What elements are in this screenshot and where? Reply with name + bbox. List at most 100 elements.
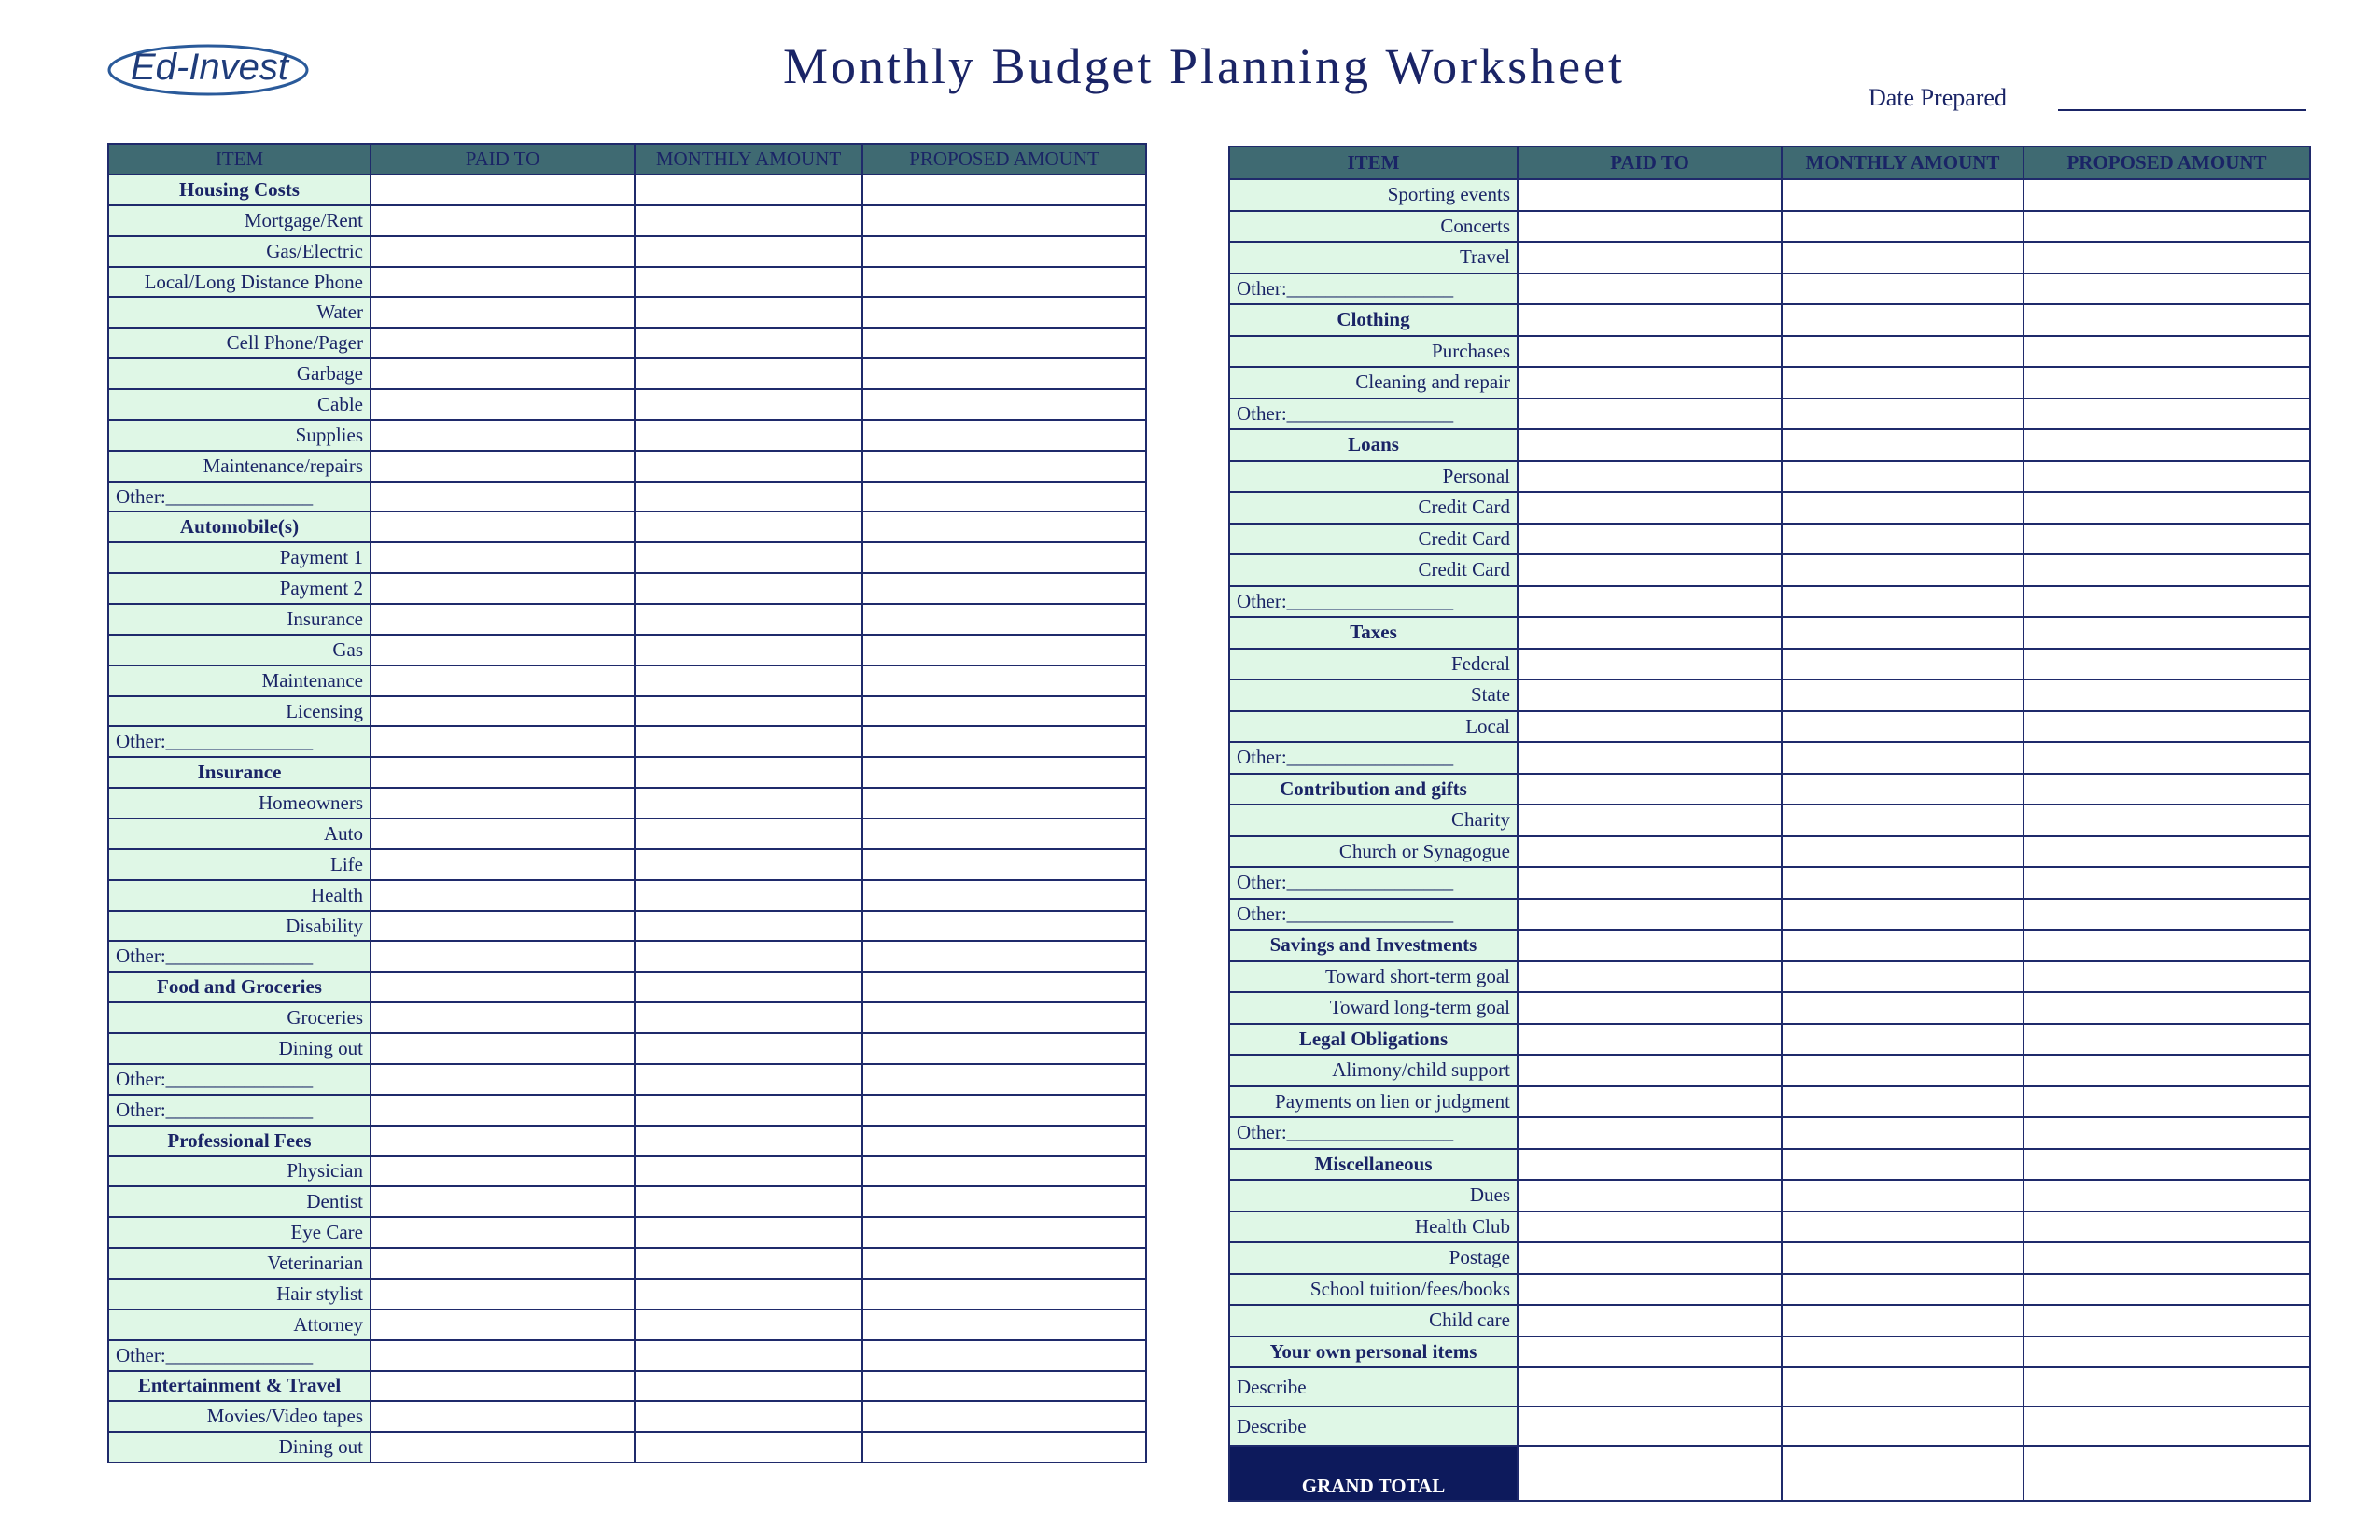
entry-cell (370, 480, 636, 513)
item-cell: Water (107, 296, 371, 329)
entry-cell (1517, 834, 1783, 868)
entry-cell (370, 511, 636, 544)
entry-cell (634, 756, 863, 790)
row: Dues (1228, 1179, 2311, 1212)
entry-cell (2023, 1147, 2311, 1181)
row: Movies/Video tapes (107, 1400, 1147, 1434)
entry-cell (2023, 929, 2311, 962)
item-cell: Other:_______________ (107, 725, 371, 759)
item-cell: Maintenance (107, 664, 371, 697)
entry-cell (370, 756, 636, 790)
row: Concerts (1228, 209, 2311, 243)
item-cell: Travel (1228, 241, 1519, 274)
entry-cell (370, 971, 636, 1004)
item-cell: Contribution and gifts (1228, 772, 1519, 805)
item-cell: Describe (1228, 1406, 1519, 1447)
item-cell: Alimony/child support (1228, 1054, 1519, 1087)
entry-cell (2023, 334, 2311, 368)
row: Automobile(s) (107, 511, 1147, 544)
entry-cell (2023, 1272, 2311, 1306)
entry-cell (370, 603, 636, 636)
entry-cell (1517, 366, 1783, 399)
entry-cell (1517, 553, 1783, 587)
entry-cell (1517, 679, 1783, 712)
row: Maintenance/repairs (107, 449, 1147, 483)
item-cell: Your own personal items (1228, 1335, 1519, 1368)
entry-cell (370, 234, 636, 268)
entry-cell (861, 1431, 1147, 1464)
total-cell (1517, 1445, 1783, 1502)
item-cell: Insurance (107, 603, 371, 636)
row: Food and Groceries (107, 971, 1147, 1004)
entry-cell (1517, 1335, 1783, 1368)
entry-cell (2023, 366, 2311, 399)
entry-cell (2023, 897, 2311, 931)
item-cell: Other:_________________ (1228, 866, 1519, 900)
entry-cell (1781, 584, 2024, 618)
row: State (1228, 679, 2311, 712)
entry-cell (861, 787, 1147, 820)
item-cell: Mortgage/Rent (107, 203, 371, 237)
row: Loans (1228, 428, 2311, 462)
entry-cell (634, 1032, 863, 1065)
entry-cell (370, 1431, 636, 1464)
row: Gas (107, 633, 1147, 666)
entry-cell (2023, 1054, 2311, 1087)
date-line (2058, 109, 2306, 111)
entry-cell (634, 572, 863, 606)
item-cell: Local/Long Distance Phone (107, 265, 371, 299)
item-cell: Other:_______________ (107, 1062, 371, 1096)
row: Personal (1228, 459, 2311, 493)
row: Mortgage/Rent (107, 203, 1147, 237)
row: Child care (1228, 1304, 2311, 1337)
entry-cell (370, 1062, 636, 1096)
entry-cell (1517, 616, 1783, 650)
row: Other:_________________ (1228, 397, 2311, 430)
item-cell: Health Club (1228, 1210, 1519, 1243)
item-cell: Savings and Investments (1228, 929, 1519, 962)
entry-cell (1517, 1241, 1783, 1275)
entry-cell (861, 265, 1147, 299)
entry-cell (2023, 491, 2311, 525)
entry-cell (2023, 1179, 2311, 1212)
row: Toward short-term goal (1228, 959, 2311, 993)
item-cell: Clothing (1228, 303, 1519, 337)
entry-cell (634, 1093, 863, 1127)
entry-cell (1781, 1241, 2024, 1275)
right-table: ITEM PAID TO MONTHLY AMOUNT PROPOSED AMOUNT… (1228, 146, 2311, 1502)
entry-cell (2023, 303, 2311, 337)
item-cell: Food and Groceries (107, 971, 371, 1004)
entry-cell (370, 357, 636, 391)
row: Other:_________________ (1228, 741, 2311, 775)
entry-cell (634, 818, 863, 850)
column-header: PROPOSED AMOUNT (861, 143, 1147, 175)
entry-cell (1781, 897, 2024, 931)
entry-cell (861, 878, 1147, 912)
logo-text: Ed-Invest (131, 47, 288, 88)
item-cell: Charity (1228, 804, 1519, 837)
column-header: MONTHLY AMOUNT (634, 143, 863, 175)
column-header: PAID TO (1517, 146, 1783, 180)
entry-cell (2023, 1116, 2311, 1150)
entry-cell (1781, 647, 2024, 680)
entry-cell (1517, 1210, 1783, 1243)
item-cell: Other:_________________ (1228, 397, 1519, 430)
row: Legal Obligations (1228, 1022, 2311, 1056)
entry-cell (370, 940, 636, 973)
entry-cell (861, 1277, 1147, 1310)
row: Contribution and gifts (1228, 772, 2311, 805)
entry-cell (2023, 834, 2311, 868)
entry-cell (370, 388, 636, 421)
entry-cell (634, 847, 863, 881)
entry-cell (1781, 272, 2024, 305)
item-cell: Other:_______________ (107, 940, 371, 973)
entry-cell (1781, 679, 2024, 712)
column-header: PAID TO (370, 143, 636, 175)
entry-cell (1517, 1116, 1783, 1150)
row: Gas/Electric (107, 234, 1147, 268)
entry-cell (861, 940, 1147, 973)
total-label: GRAND TOTAL (1228, 1445, 1519, 1502)
row: Toward long-term goal (1228, 991, 2311, 1025)
entry-cell (2023, 397, 2311, 430)
entry-cell (634, 1185, 863, 1219)
